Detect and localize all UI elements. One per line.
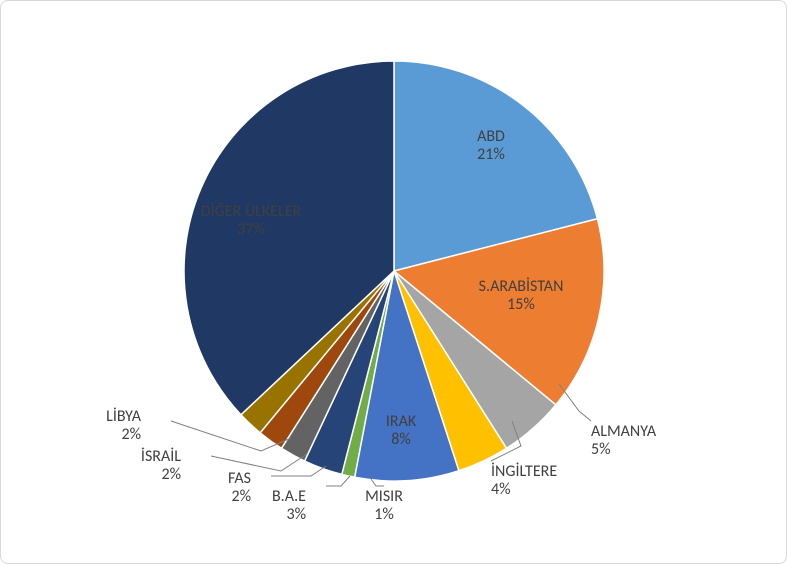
pie-chart: ABD21% S.ARABİSTAN15% ALMANYA5% İNGİLTERE4%…: [1, 1, 787, 565]
label-israil: İSRAİL2%: [141, 447, 181, 484]
chart-frame: ABD21% S.ARABİSTAN15% ALMANYA5% İNGİLTERE4%…: [0, 0, 787, 564]
label-pct-fas: 2%: [231, 487, 251, 506]
label-pct-sarabistan: 15%: [507, 295, 535, 314]
label-ingiltere: İNGİLTERE4%: [491, 462, 557, 499]
label-name-bae: B.A.E: [272, 487, 306, 506]
label-name-diger: DİĞER ÜLKELER: [201, 202, 302, 221]
label-name-irak: IRAK: [386, 412, 417, 431]
label-name-israil: İSRAİL: [141, 447, 181, 466]
label-pct-bae: 3%: [286, 505, 306, 524]
leader-israil: [211, 454, 307, 471]
label-fas: FAS2%: [228, 469, 251, 506]
label-name-abd: ABD: [477, 127, 505, 146]
label-pct-libya: 2%: [121, 425, 141, 444]
label-pct-misir: 1%: [374, 505, 394, 524]
label-almanya: ALMANYA5%: [591, 422, 657, 459]
label-libya: LİBYA2%: [106, 407, 142, 444]
label-name-fas: FAS: [228, 469, 251, 488]
label-bae: B.A.E3%: [272, 487, 306, 524]
label-pct-almanya: 5%: [591, 440, 611, 459]
label-name-libya: LİBYA: [106, 407, 142, 426]
label-misir: MISIR1%: [365, 487, 403, 524]
label-name-almanya: ALMANYA: [591, 422, 657, 441]
leader-bae: [326, 476, 350, 486]
label-pct-israil: 2%: [161, 465, 181, 484]
label-name-sarabistan: S.ARABİSTAN: [479, 277, 564, 296]
label-name-misir: MISIR: [365, 487, 403, 506]
label-pct-irak: 8%: [391, 430, 411, 449]
label-pct-diger: 37%: [237, 220, 265, 239]
label-pct-ingiltere: 4%: [491, 480, 511, 499]
label-name-ingiltere: İNGİLTERE: [491, 462, 557, 481]
label-abd: ABD21%: [477, 127, 505, 164]
label-pct-abd: 21%: [477, 145, 505, 164]
